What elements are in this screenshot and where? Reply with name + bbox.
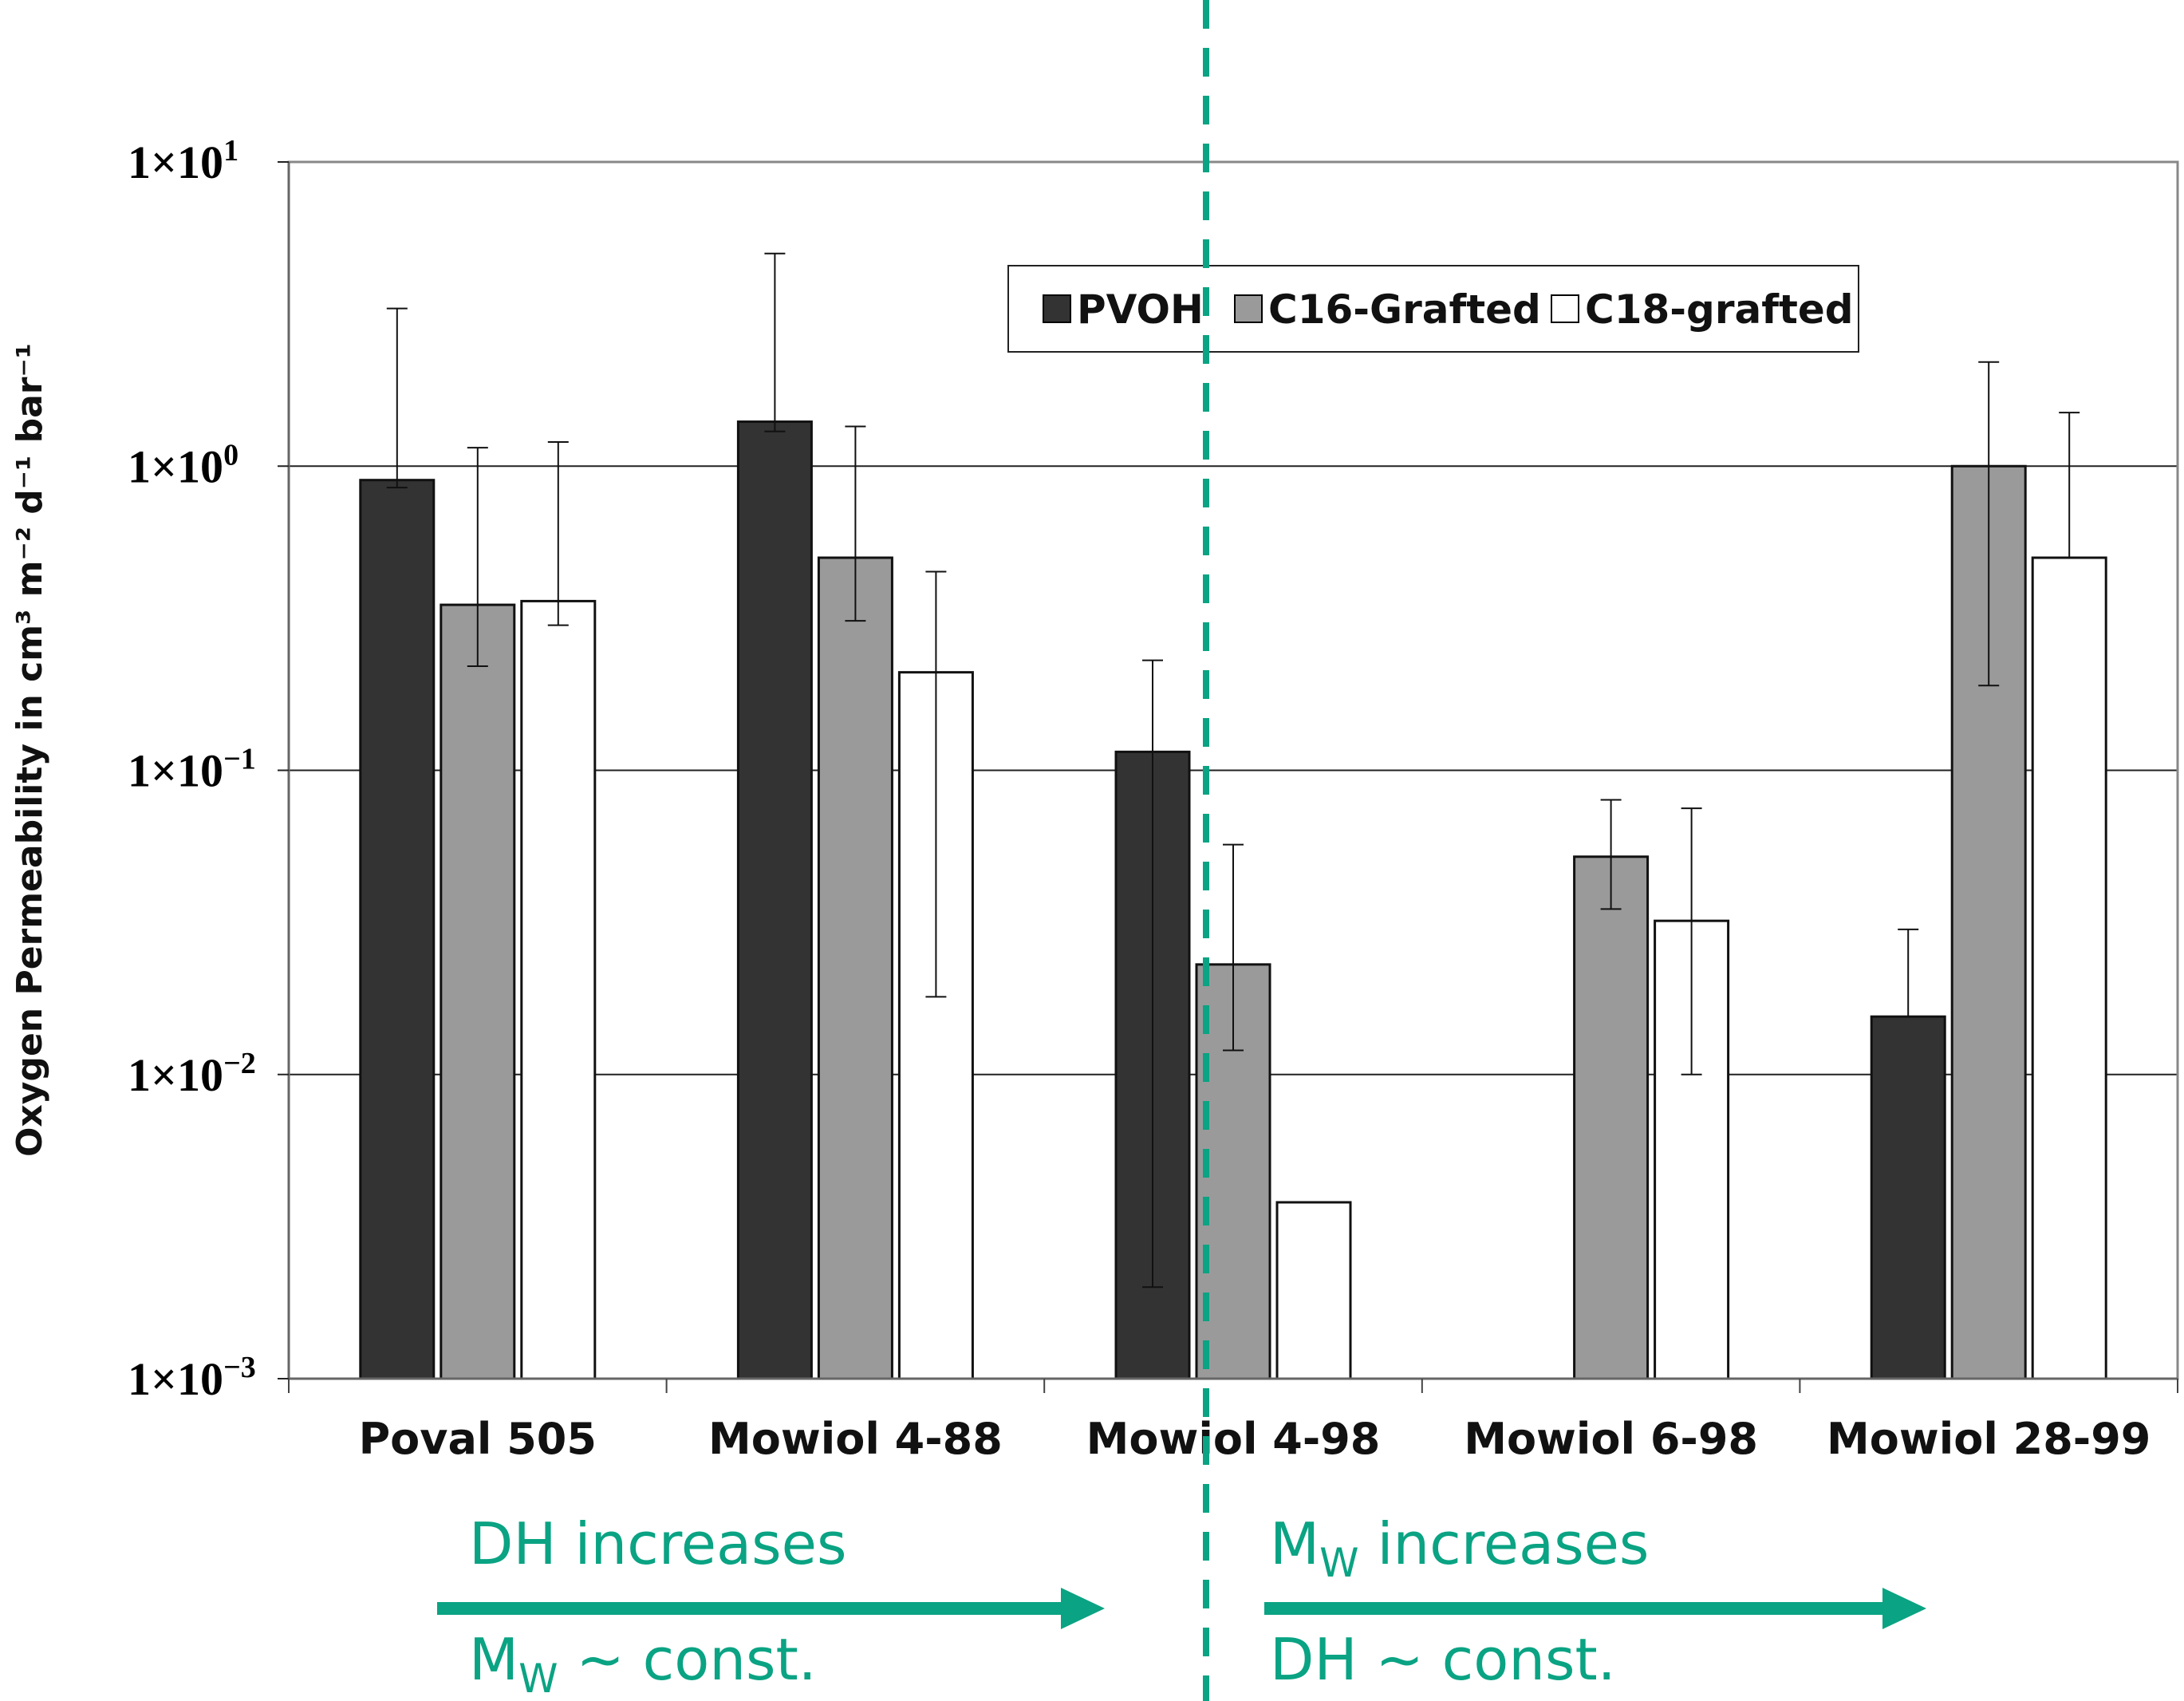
bar-c18-grafted <box>520 599 597 1380</box>
annotation-right-bottom: DH ~ const. <box>1270 1626 1616 1693</box>
y-tick-label: 1×100 <box>128 438 239 492</box>
x-tick-label: Mowiol 6-98 <box>1464 1414 1758 1464</box>
y-axis-title: Oxygen Permeability in cm³ m⁻² d⁻¹ bar⁻¹ <box>10 343 50 1157</box>
legend-swatch-c18 <box>1551 294 1579 323</box>
y-ticks: 1×101 1×100 1×10−1 1×10−2 1×10−3 <box>128 134 289 1405</box>
x-tick-label: Mowiol 28-99 <box>1827 1414 2150 1464</box>
legend-swatch-c16 <box>1234 294 1263 323</box>
bar-c18-grafted <box>1275 1201 1352 1380</box>
annotation-left-bottom: MW ~ const. <box>469 1626 817 1701</box>
y-tick-label: 1×10−2 <box>128 1047 256 1101</box>
bar-pvoh <box>359 479 436 1380</box>
legend-label-c18: C18-grafted <box>1585 286 1854 333</box>
bar-pvoh <box>736 420 813 1380</box>
legend: PVOH C16-Grafted C18-grafted <box>1007 265 1859 353</box>
bar-c16-grafted <box>440 603 516 1380</box>
x-ticks: Poval 505 Mowiol 4-88 Mowiol 4-98 Mowiol 6-… <box>288 1379 2178 1464</box>
bar-c18-grafted <box>2031 556 2107 1380</box>
legend-box <box>1007 265 1859 353</box>
arrow-right <box>1264 1588 1926 1629</box>
y-tick-label: 1×101 <box>128 134 239 188</box>
legend-label-pvoh: PVOH <box>1077 286 1204 333</box>
legend-label-c16: C16-Grafted <box>1268 286 1541 333</box>
x-tick-label: Mowiol 4-98 <box>1086 1414 1381 1464</box>
y-tick-label: 1×10−3 <box>128 1351 256 1405</box>
bars <box>359 420 2107 1380</box>
bar-c16-grafted <box>1573 855 1650 1380</box>
annotation-left-top: DH increases <box>469 1510 846 1577</box>
x-tick-label: Mowiol 4-88 <box>708 1414 1003 1464</box>
error-bars <box>386 252 2080 1289</box>
x-tick-label: Poval 505 <box>359 1414 597 1464</box>
arrow-left <box>437 1588 1105 1629</box>
y-tick-label: 1×10−1 <box>128 743 256 797</box>
annotation-right-top: MW increases <box>1270 1510 1649 1586</box>
bar-c16-grafted <box>817 556 893 1380</box>
bar-pvoh <box>1870 1015 1946 1380</box>
legend-swatch-pvoh <box>1043 294 1071 323</box>
